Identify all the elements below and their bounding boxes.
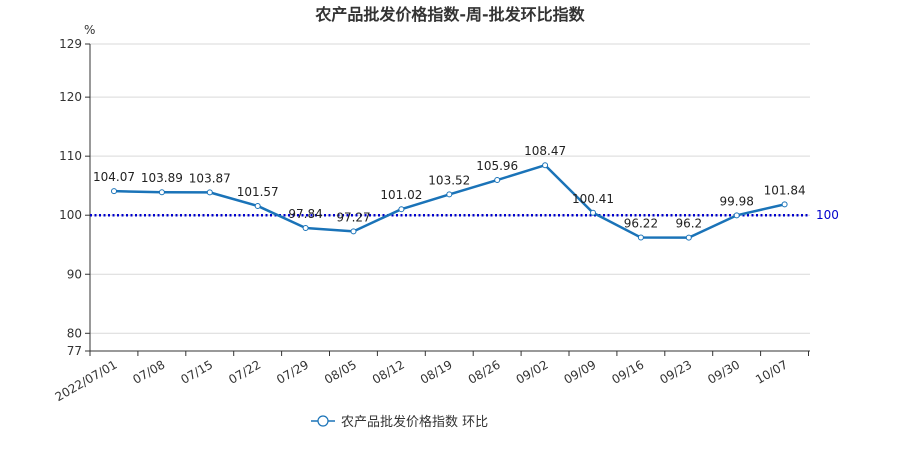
data-label: 103.52 xyxy=(428,173,470,187)
legend[interactable]: 农产品批发价格指数 环比 xyxy=(311,414,488,430)
data-point[interactable] xyxy=(685,234,692,241)
data-point[interactable] xyxy=(637,234,644,241)
x-tick-label: 09/23 xyxy=(657,357,694,386)
x-tick-label: 2022/07/01 xyxy=(53,357,120,404)
y-tick-label: 90 xyxy=(67,267,82,281)
data-label: 96.2 xyxy=(675,217,702,231)
data-label: 103.87 xyxy=(189,171,231,185)
data-point[interactable] xyxy=(494,177,501,184)
y-tick-label: 129 xyxy=(59,37,82,51)
x-tick-label: 07/15 xyxy=(178,357,215,386)
data-point[interactable] xyxy=(111,188,117,195)
data-label: 100.41 xyxy=(572,192,614,206)
x-tick-label: 08/19 xyxy=(418,357,455,386)
x-tick-label: 07/22 xyxy=(226,357,263,386)
data-label: 105.96 xyxy=(476,159,518,173)
x-tick-label: 07/29 xyxy=(274,357,311,386)
data-point[interactable] xyxy=(302,224,309,231)
x-tick-label: 09/30 xyxy=(705,357,742,386)
data-label: 101.57 xyxy=(237,185,279,199)
data-label: 108.47 xyxy=(524,144,566,158)
data-label: 103.89 xyxy=(141,171,183,185)
chart-title: 农产品批发价格指数-周-批发环比指数 xyxy=(314,5,585,24)
x-tick-label: 10/07 xyxy=(753,357,790,386)
data-label: 101.84 xyxy=(764,183,806,197)
y-tick-label: 77 xyxy=(67,344,82,358)
legend-label: 农产品批发价格指数 环比 xyxy=(341,414,488,430)
data-point[interactable] xyxy=(590,209,596,216)
data-label: 104.07 xyxy=(93,170,135,184)
data-point[interactable] xyxy=(542,162,549,169)
legend-marker xyxy=(317,415,329,427)
x-tick-label: 07/08 xyxy=(130,357,167,386)
data-point[interactable] xyxy=(158,189,165,196)
data-labels: 104.07 103.89 103.87 101.57 97.84 97.27 101.02… xyxy=(93,144,806,230)
data-point[interactable] xyxy=(254,202,261,209)
data-point[interactable] xyxy=(206,189,213,196)
data-point[interactable] xyxy=(398,206,405,213)
x-tick-label: 09/09 xyxy=(562,357,599,386)
data-label: 96.22 xyxy=(624,217,658,231)
data-label: 99.98 xyxy=(720,194,754,208)
data-label: 97.84 xyxy=(288,207,322,221)
data-point[interactable] xyxy=(781,201,788,208)
data-label: 101.02 xyxy=(380,188,422,202)
x-tick-label: 09/16 xyxy=(609,357,646,386)
data-point[interactable] xyxy=(446,191,453,198)
y-axis-unit: % xyxy=(84,23,95,37)
data-label: 97.27 xyxy=(336,210,370,224)
series-group xyxy=(111,162,788,241)
y-tick-label: 110 xyxy=(59,149,82,163)
reference-line-label: 100 xyxy=(816,208,839,222)
data-point[interactable] xyxy=(350,228,357,235)
grid-lines xyxy=(90,43,810,334)
y-tick-label: 80 xyxy=(67,326,82,340)
y-tick-label: 120 xyxy=(59,90,82,104)
data-point[interactable] xyxy=(733,212,740,219)
x-tick-label: 09/02 xyxy=(514,357,551,386)
x-tick-label: 08/26 xyxy=(466,357,503,386)
y-tick-label: 100 xyxy=(59,208,82,222)
reference-line-group: 100 xyxy=(90,208,839,222)
x-tick-label: 08/12 xyxy=(370,357,407,386)
x-tick-label: 08/05 xyxy=(322,357,359,386)
